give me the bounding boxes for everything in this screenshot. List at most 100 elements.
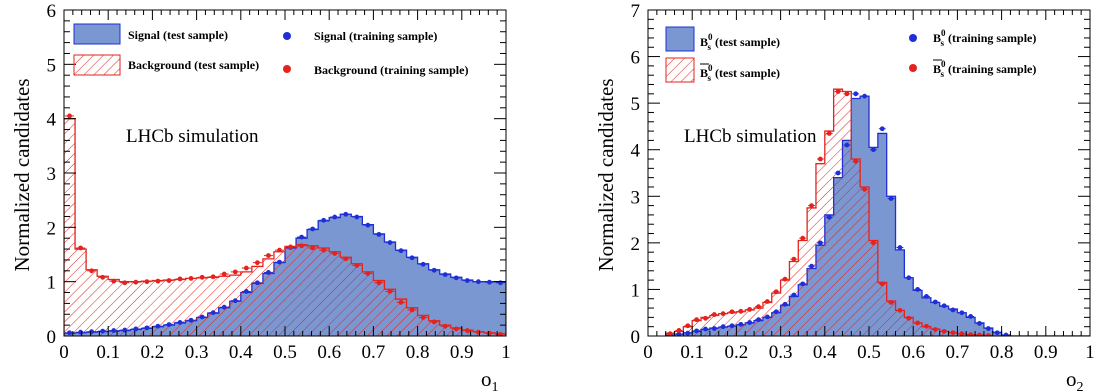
legend-label-background-test: Background (test sample) [128, 58, 259, 72]
data-point [354, 214, 360, 220]
data-point [915, 320, 921, 326]
data-point [442, 272, 448, 278]
annotation-right: LHCb simulation [684, 126, 817, 147]
x-tick-label: 0 [643, 342, 653, 363]
data-point [817, 156, 823, 162]
x-tick-label: 0.5 [273, 342, 297, 363]
legend-swatch-bsbar-test [665, 57, 695, 83]
data-point [431, 319, 437, 325]
legend-label-bs-test: B0 s (test sample) [700, 32, 780, 52]
data-point [299, 234, 304, 240]
x-tick-label: 0.8 [406, 342, 430, 363]
data-point [332, 251, 338, 256]
data-point [122, 327, 128, 333]
data-point [694, 317, 700, 323]
data-point [210, 274, 216, 280]
data-point [243, 265, 249, 271]
data-point [941, 328, 947, 334]
data-point [365, 222, 371, 228]
x-tick-label: 0.6 [317, 342, 341, 363]
data-point [221, 271, 227, 277]
data-point [409, 307, 415, 313]
data-point [817, 240, 823, 246]
x-tick-label: 0.2 [141, 342, 165, 363]
data-point [232, 269, 238, 275]
data-point [773, 309, 779, 315]
data-point [266, 270, 271, 275]
data-point [243, 289, 249, 294]
data-point [398, 248, 404, 254]
data-point [498, 280, 503, 286]
data-point [67, 330, 72, 336]
legend-label-bs-training: B0 s (training sample) [933, 28, 1036, 48]
data-point [764, 314, 770, 320]
data-point [844, 142, 850, 148]
data-point [453, 326, 459, 332]
legend-swatch-background-test [73, 54, 121, 76]
data-point [133, 279, 139, 285]
data-point [144, 325, 150, 331]
data-point [888, 196, 894, 202]
data-point [932, 299, 938, 305]
histogram-area-left [64, 113, 506, 336]
data-point [711, 326, 717, 331]
legend-label-signal-test: Signal (test sample) [128, 28, 228, 42]
y-tick-label: 6 [631, 48, 641, 69]
data-point [166, 278, 172, 283]
data-point [487, 279, 492, 285]
background-test-hatch-0 [64, 118, 506, 336]
data-point [685, 330, 691, 336]
data-point [968, 332, 974, 336]
data-point [809, 263, 814, 269]
panel-right: 0 0.1 0.2 0.3 0.4 0.5 0.6 0.7 0.8 0.9 1 0 1 2 3 4 5 6 7 LH… [594, 1, 1095, 392]
data-point [343, 256, 349, 262]
data-point [387, 289, 393, 294]
data-point [835, 170, 841, 176]
histogram-area-right [665, 88, 1090, 336]
y-tick-label: 1 [47, 273, 57, 294]
data-point [310, 226, 316, 232]
background-test-hatch-1 [665, 89, 1090, 336]
data-point [100, 274, 106, 280]
data-point [67, 113, 72, 119]
legend-label-bsbar-test: B0 s (test sample) [700, 63, 780, 83]
data-point [764, 299, 770, 304]
data-point [791, 292, 797, 298]
x-tick-label: 0.3 [185, 342, 209, 363]
x-tick-label: 1 [501, 342, 511, 363]
legend-marker-bs-training [909, 34, 917, 42]
data-point [853, 91, 859, 97]
data-point [703, 315, 708, 321]
data-point [266, 253, 271, 258]
legend-swatch-bs-test [665, 26, 695, 52]
data-point [188, 317, 194, 323]
data-point [464, 328, 470, 333]
data-point [897, 245, 903, 250]
data-point [968, 314, 974, 319]
signal-test-fill-1 [665, 96, 1090, 336]
data-point [897, 307, 903, 313]
data-point [800, 235, 806, 241]
xlabel-right: o2 [1066, 367, 1084, 392]
data-point [950, 330, 956, 336]
data-point [321, 247, 327, 253]
data-point [729, 323, 735, 329]
data-point [694, 328, 700, 334]
data-point [862, 186, 867, 192]
x-tick-label: 1 [1085, 342, 1095, 363]
y-tick-label: 3 [47, 164, 57, 185]
y-tick-label: 6 [47, 1, 57, 22]
y-tick-label: 5 [47, 55, 57, 76]
data-point [994, 330, 1000, 336]
data-point [111, 278, 117, 284]
x-tick-label: 0 [59, 342, 69, 363]
data-point [738, 321, 744, 327]
data-point [676, 331, 682, 336]
annotation-left: LHCb simulation [126, 126, 259, 147]
data-point [985, 333, 991, 336]
x-tick-label: 0.4 [229, 342, 253, 363]
data-point [959, 310, 965, 316]
ylabel-left: Normalized candidates [10, 79, 34, 272]
data-point [685, 323, 691, 329]
